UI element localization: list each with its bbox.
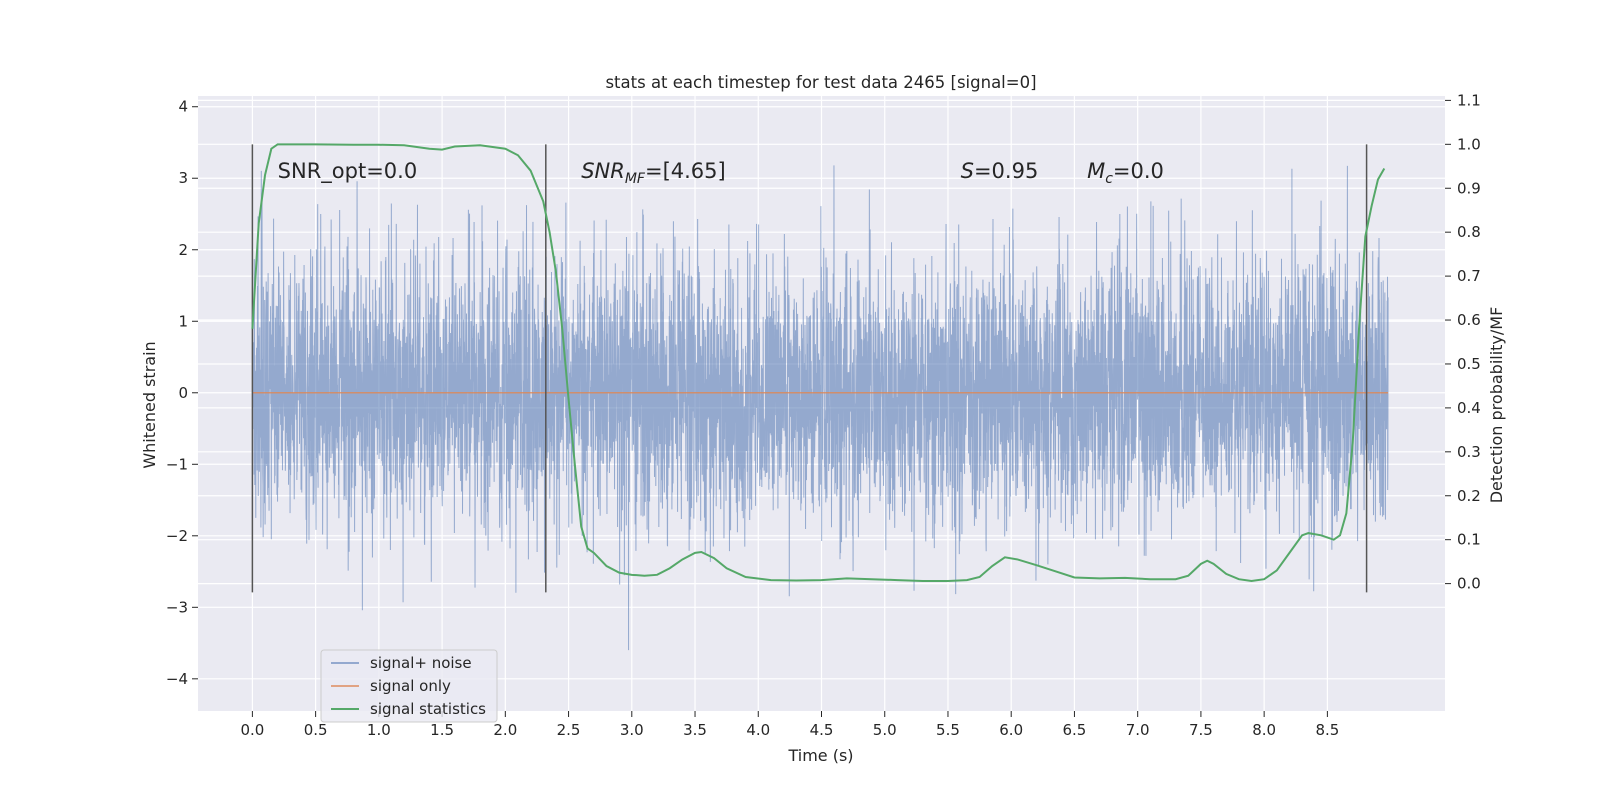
x-tick-label: 7.5 bbox=[1189, 721, 1213, 739]
vertical-markers bbox=[251, 144, 1368, 593]
x-tick-label: 8.0 bbox=[1252, 721, 1276, 739]
annotations: SNR_opt=0.0 SNRMF=[4.65] S=0.95 Mc=0.0 bbox=[278, 159, 1164, 187]
y2-tick-label: 0.1 bbox=[1457, 531, 1481, 549]
x-tick-label: 1.5 bbox=[430, 721, 454, 739]
chart-title: stats at each timestep for test data 246… bbox=[605, 73, 1036, 92]
y-tick-label: 1 bbox=[178, 312, 188, 330]
x-tick-label: 6.0 bbox=[999, 721, 1023, 739]
y-tick-label: −1 bbox=[166, 455, 188, 473]
y2-tick-label: 0.4 bbox=[1457, 399, 1481, 417]
y2-tick-label: 0.5 bbox=[1457, 355, 1481, 373]
x-tick-label: 2.0 bbox=[493, 721, 517, 739]
x-tick-label: 5.5 bbox=[936, 721, 960, 739]
x-tick-label: 6.5 bbox=[1063, 721, 1087, 739]
y2-tick-label: 0.7 bbox=[1457, 267, 1481, 285]
x-tick-label: 7.0 bbox=[1126, 721, 1150, 739]
signal-statistics-path bbox=[251, 143, 1386, 582]
annotation-part: SNR_opt=0.0 bbox=[278, 159, 418, 184]
legend: signal+ noise signal only signal statist… bbox=[320, 649, 498, 723]
annotation-2: S=0.95 bbox=[961, 159, 1039, 183]
y-tick-label: 4 bbox=[178, 98, 188, 116]
y-tick-label: 2 bbox=[178, 241, 188, 259]
x-tick-label: 3.5 bbox=[683, 721, 707, 739]
y-tick-label: 0 bbox=[178, 384, 188, 402]
legend-box bbox=[320, 649, 498, 723]
x-tick-label: 0.5 bbox=[304, 721, 328, 739]
x-tick-label: 0.0 bbox=[240, 721, 264, 739]
y2-tick-label: 0.6 bbox=[1457, 311, 1481, 329]
x-tick-label: 8.5 bbox=[1315, 721, 1339, 739]
y-tick-label: −3 bbox=[166, 598, 188, 616]
y2-tick-label: 1.0 bbox=[1457, 135, 1481, 153]
axis-ticks: 0.0 0.5 1.0 1.5 2.0 2.5 3.0 3.5 4.0 4.5 5.0 5.5 6.0 6… bbox=[166, 91, 1481, 739]
y-axis-label: Whitened strain bbox=[140, 341, 159, 468]
annotation-part: c bbox=[1105, 171, 1113, 187]
y2-tick-label: 0.0 bbox=[1457, 575, 1481, 593]
annotation-part: M bbox=[1087, 159, 1105, 183]
y-tick-label: 3 bbox=[178, 169, 188, 187]
signal-statistics-line bbox=[251, 143, 1386, 582]
annotation-part: =0.0 bbox=[1113, 159, 1164, 183]
annotation-part: =0.95 bbox=[974, 159, 1038, 183]
x-tick-label: 4.5 bbox=[810, 721, 834, 739]
y2-tick-label: 0.3 bbox=[1457, 443, 1481, 461]
legend-label-signal-statistics: signal statistics bbox=[370, 700, 486, 718]
x-tick-label: 3.0 bbox=[620, 721, 644, 739]
annotation-part: SNR bbox=[581, 159, 625, 183]
y2-tick-label: 0.2 bbox=[1457, 487, 1481, 505]
annotation-part: MF bbox=[625, 171, 646, 187]
y-tick-label: −2 bbox=[166, 527, 188, 545]
annotation-3: Mc=0.0 bbox=[1087, 159, 1164, 187]
x-tick-label: 5.0 bbox=[873, 721, 897, 739]
legend-label-signal-noise: signal+ noise bbox=[370, 654, 472, 672]
y2-tick-label: 0.8 bbox=[1457, 223, 1481, 241]
y-tick-label: −4 bbox=[166, 670, 188, 688]
legend-label-signal-only: signal only bbox=[370, 677, 451, 695]
x-tick-label: 1.0 bbox=[367, 721, 391, 739]
x-axis-label: Time (s) bbox=[787, 746, 853, 765]
x-tick-label: 4.0 bbox=[746, 721, 770, 739]
signal-plus-noise-trace bbox=[251, 165, 1389, 651]
y2-tick-label: 1.1 bbox=[1457, 91, 1481, 109]
noise-trace-path bbox=[251, 165, 1389, 651]
x-tick-label: 2.5 bbox=[557, 721, 581, 739]
annotation-0: SNR_opt=0.0 bbox=[278, 159, 418, 184]
annotation-part: S bbox=[961, 159, 974, 183]
y2-axis-label: Detection probability/MF bbox=[1487, 307, 1506, 504]
y2-tick-label: 0.9 bbox=[1457, 179, 1481, 197]
annotation-part: =[4.65] bbox=[645, 159, 726, 183]
annotation-1: SNRMF=[4.65] bbox=[581, 159, 726, 187]
